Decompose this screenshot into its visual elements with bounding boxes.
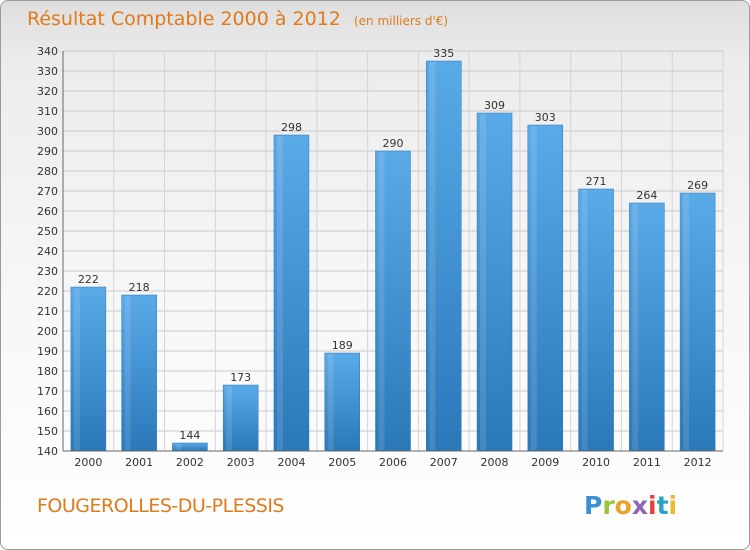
bar-shine — [327, 354, 334, 450]
y-tick-label: 150 — [37, 425, 58, 438]
bar-2000 — [70, 286, 107, 452]
value-label: 335 — [433, 47, 454, 60]
bar-2009 — [527, 124, 564, 452]
x-tick-label: 2006 — [379, 456, 407, 469]
value-label: 189 — [332, 339, 353, 352]
commune-name: FOUGEROLLES-DU-PLESSIS — [37, 495, 285, 517]
bar-2004 — [273, 134, 310, 452]
y-tick-label: 330 — [37, 65, 58, 78]
x-tick-label: 2012 — [684, 456, 712, 469]
y-tick-label: 220 — [37, 285, 58, 298]
bar-shine — [73, 288, 80, 450]
value-label: 269 — [687, 179, 708, 192]
y-tick-label: 310 — [37, 105, 58, 118]
bar-shine — [429, 62, 436, 450]
bar-2012 — [679, 192, 716, 452]
value-label: 298 — [281, 121, 302, 134]
value-label: 303 — [535, 111, 556, 124]
y-tick-label: 200 — [37, 325, 58, 338]
y-tick-label: 160 — [37, 405, 58, 418]
bar-layer — [70, 60, 716, 452]
bar-2006 — [375, 150, 411, 452]
y-tick-label: 240 — [37, 245, 58, 258]
bar-shine — [480, 114, 487, 450]
x-tick-label: 2003 — [227, 456, 255, 469]
value-label: 290 — [383, 137, 404, 150]
bar-shine — [175, 444, 182, 450]
value-label: 144 — [179, 429, 200, 442]
x-tick-label: 2007 — [430, 456, 458, 469]
axis-layer: 140 150 160 170 180 190 200 210 220 230 240 250 260 2… — [37, 45, 723, 469]
bar-shine — [124, 296, 131, 450]
y-tick-label: 280 — [37, 165, 58, 178]
y-tick-label: 140 — [37, 445, 58, 458]
x-tick-label: 2009 — [531, 456, 559, 469]
x-tick-label: 2002 — [176, 456, 204, 469]
value-label: 264 — [636, 189, 657, 202]
value-label: 271 — [586, 175, 607, 188]
y-tick-label: 230 — [37, 265, 58, 278]
y-tick-label: 300 — [37, 125, 58, 138]
x-tick-label: 2001 — [125, 456, 153, 469]
x-tick-label: 2008 — [481, 456, 509, 469]
bar-shine — [226, 386, 233, 450]
bar-shine — [581, 190, 588, 450]
value-label: 309 — [484, 99, 505, 112]
x-tick-label: 2004 — [277, 456, 305, 469]
y-tick-label: 270 — [37, 185, 58, 198]
bar-2003 — [222, 384, 259, 452]
chart-subtitle: (en milliers d'€) — [353, 14, 449, 28]
y-tick-label: 170 — [37, 385, 58, 398]
chart-title: Résultat Comptable 2000 à 2012 — [27, 8, 341, 30]
y-tick-label: 190 — [37, 345, 58, 358]
y-tick-label: 320 — [37, 85, 58, 98]
bar-2010 — [578, 188, 614, 452]
x-tick-label: 2005 — [328, 456, 356, 469]
title-row: Résultat Comptable 2000 à 2012 (en milli… — [27, 8, 448, 30]
x-tick-label: 2011 — [633, 456, 661, 469]
y-tick-label: 210 — [37, 305, 58, 318]
bar-shine — [276, 136, 283, 450]
bar-shine — [683, 194, 690, 450]
y-tick-label: 180 — [37, 365, 58, 378]
x-tick-label: 2000 — [74, 456, 102, 469]
bar-2005 — [324, 352, 360, 452]
y-tick-label: 250 — [37, 225, 58, 238]
y-tick-label: 340 — [37, 45, 58, 58]
value-label: 173 — [230, 371, 251, 384]
bar-shine — [632, 204, 639, 450]
bar-shine — [378, 152, 385, 450]
y-tick-label: 290 — [37, 145, 58, 158]
label-layer: 222 218 144 173 298 189 290 335 309 303 271 264 269 — [78, 47, 708, 442]
bar-shine — [530, 126, 537, 450]
y-tick-label: 260 — [37, 205, 58, 218]
x-tick-label: 2010 — [582, 456, 610, 469]
proxiti-logo: Proxiti — [584, 491, 678, 520]
value-label: 218 — [129, 281, 150, 294]
value-label: 222 — [78, 273, 99, 286]
